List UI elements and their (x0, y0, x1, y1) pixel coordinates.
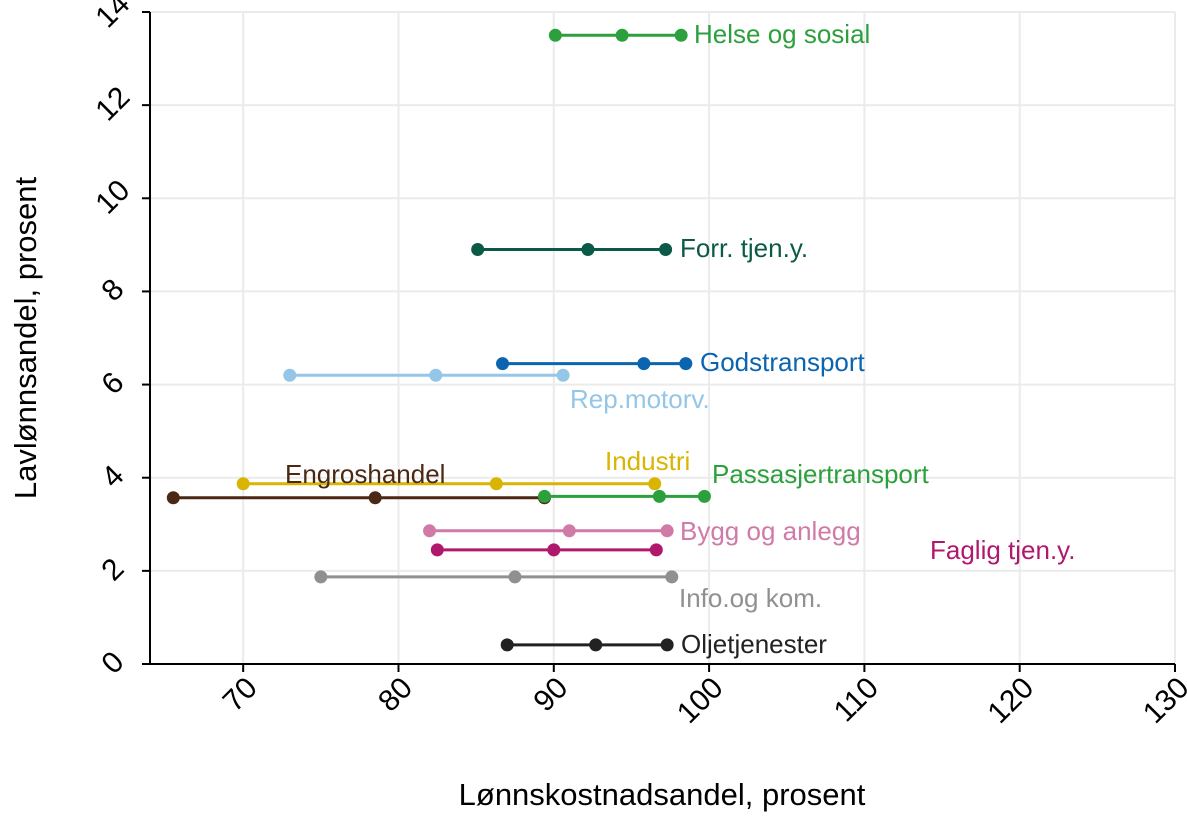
point (547, 543, 561, 557)
series-label: Bygg og anlegg (680, 516, 861, 546)
point (166, 491, 180, 505)
point (674, 28, 688, 42)
series-label: Faglig tjen.y. (930, 535, 1075, 565)
y-tick-label: 14 (89, 0, 136, 34)
y-tick-label: 10 (89, 174, 136, 221)
point (500, 638, 514, 652)
point (283, 368, 297, 382)
x-tick-label: 70 (217, 671, 264, 718)
y-tick-label: 0 (95, 645, 130, 680)
point (429, 368, 443, 382)
series-label: Helse og sosial (694, 19, 870, 49)
series-label: Engroshandel (285, 459, 445, 489)
point (368, 491, 382, 505)
point (562, 524, 576, 538)
point (697, 489, 711, 503)
y-tick-label: 4 (95, 459, 130, 494)
point (589, 638, 603, 652)
point (236, 477, 250, 491)
point (679, 357, 693, 371)
point (471, 243, 485, 257)
point (508, 570, 522, 584)
point (615, 28, 629, 42)
x-tick-label: 110 (828, 671, 885, 728)
point (581, 243, 595, 257)
point (649, 543, 663, 557)
point (659, 243, 673, 257)
point (489, 477, 503, 491)
y-tick-label: 6 (95, 366, 130, 401)
point (430, 543, 444, 557)
series-label: Passasjertransport (712, 459, 930, 489)
point (548, 28, 562, 42)
y-axis-title: Lavlønnsandel, prosent (8, 176, 43, 499)
point (314, 570, 328, 584)
series-label: Rep.motorv. (570, 384, 710, 414)
point (637, 357, 651, 371)
point (423, 524, 437, 538)
x-tick-label: 80 (372, 671, 419, 718)
point (665, 570, 679, 584)
x-tick-label: 90 (527, 671, 574, 718)
point (556, 368, 570, 382)
series-label: Industri (605, 446, 690, 476)
series-label: Info.og kom. (679, 583, 822, 613)
y-tick-label: 2 (95, 552, 130, 587)
x-axis-title: Lønnskostnadsandel, prosent (459, 777, 866, 812)
y-tick-label: 8 (95, 273, 130, 308)
series-label: Godstransport (700, 347, 866, 377)
point (660, 524, 674, 538)
x-tick-label: 100 (671, 671, 730, 730)
point (496, 357, 510, 371)
x-tick-label: 130 (1137, 671, 1187, 730)
point (648, 477, 662, 491)
x-tick-label: 120 (982, 671, 1041, 730)
y-tick-label: 12 (89, 81, 136, 128)
point (652, 489, 666, 503)
point (660, 638, 674, 652)
point (537, 489, 551, 503)
series-label: Oljetjenester (681, 629, 827, 659)
series-label: Forr. tjen.y. (680, 233, 808, 263)
